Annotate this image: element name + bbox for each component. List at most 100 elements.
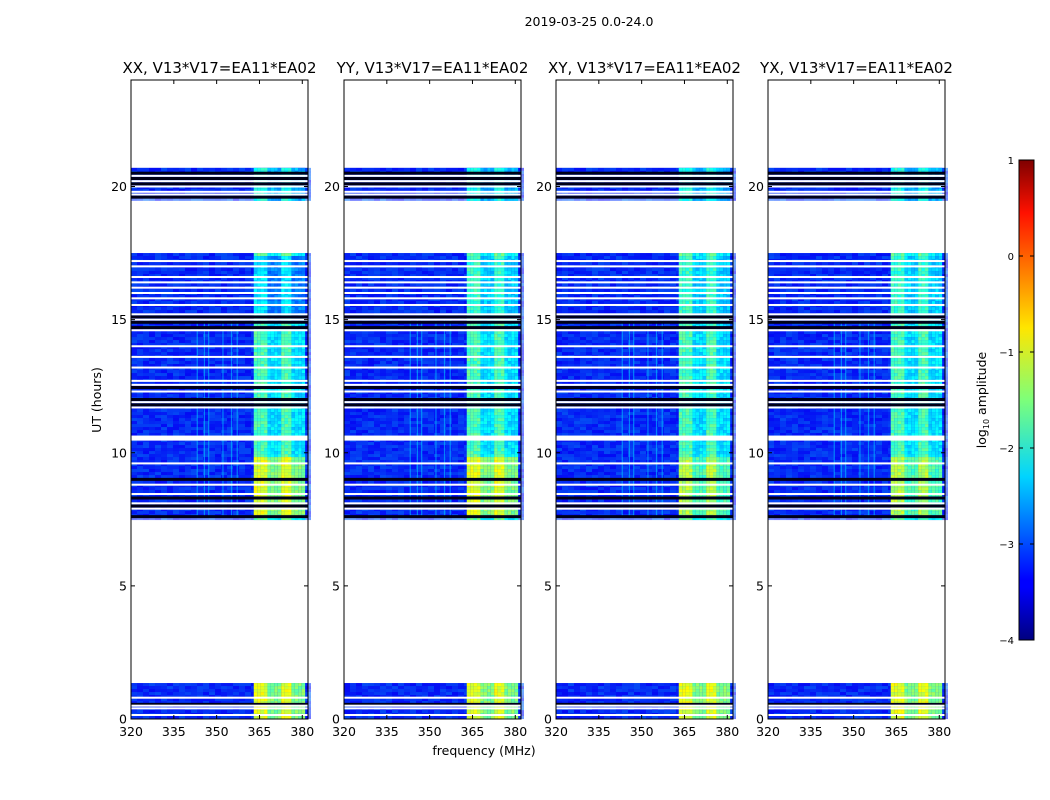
noise-cell [239, 268, 245, 271]
noise-cell [209, 268, 215, 271]
rfi-cell [302, 683, 305, 686]
rfi-cell [302, 689, 305, 692]
noise-cell [137, 337, 143, 340]
rfi-cell [281, 692, 284, 695]
rfi-cell [274, 683, 277, 686]
noise-cell [197, 349, 203, 352]
noise-cell [137, 686, 143, 689]
rfi-cell [281, 689, 284, 692]
noise-cell [209, 692, 215, 695]
noise-cell [209, 253, 215, 256]
noise-cell [203, 710, 209, 713]
noise-cell [227, 268, 233, 271]
noise-cell [173, 692, 179, 695]
figure-suptitle: 2019-03-25 0.0-24.0 [525, 14, 654, 29]
noise-cell [137, 376, 143, 379]
noise-cell [221, 262, 227, 265]
rfi-cell [271, 692, 274, 695]
noise-cell [233, 352, 239, 355]
noise-cell [221, 358, 227, 361]
noise-cell [233, 686, 239, 689]
noise-cell [167, 268, 173, 271]
rfi-cell [271, 686, 274, 689]
noise-cell [167, 692, 173, 695]
noise-cell [245, 253, 251, 256]
noise-cell [173, 253, 179, 256]
noise-cell [191, 283, 197, 286]
rfi-cell [298, 686, 301, 689]
noise-cell [131, 376, 137, 379]
noise-cell [215, 692, 221, 695]
noise-cell [167, 349, 173, 352]
noise-cell [149, 686, 155, 689]
noise-cell [131, 256, 137, 259]
noise-cell [197, 268, 203, 271]
rfi-cell [298, 710, 301, 713]
rfi-cell [264, 692, 267, 695]
noise-cell [215, 349, 221, 352]
noise-cell [137, 358, 143, 361]
noise-cell [185, 283, 191, 286]
noise-cell [233, 710, 239, 713]
noise-cell [191, 337, 197, 340]
noise-cell [185, 331, 191, 334]
noise-cell [209, 331, 215, 334]
noise-cell [203, 268, 209, 271]
noise-cell [191, 689, 197, 692]
noise-cell [167, 283, 173, 286]
rfi-cell [291, 683, 294, 686]
noise-cell [167, 340, 173, 343]
noise-cell [209, 310, 215, 313]
noise-cell [179, 337, 185, 340]
noise-cell [233, 337, 239, 340]
noise-cell [131, 310, 137, 313]
noise-cell [221, 686, 227, 689]
noise-cell [227, 689, 233, 692]
noise-cell [149, 692, 155, 695]
noise-cell [185, 310, 191, 313]
noise-cell [203, 683, 209, 686]
noise-cell [245, 307, 251, 310]
noise-cell [143, 337, 149, 340]
rfi-cell [278, 683, 281, 686]
noise-cell [155, 349, 161, 352]
noise-cell [239, 289, 245, 292]
rfi-cell [278, 710, 281, 713]
noise-cell [137, 289, 143, 292]
noise-cell [197, 289, 203, 292]
noise-cell [131, 692, 137, 695]
noise-cell [191, 373, 197, 376]
rfi-cell [271, 710, 274, 713]
rfi-cell [298, 692, 301, 695]
noise-cell [179, 373, 185, 376]
noise-cell [233, 271, 239, 274]
noise-cell [155, 358, 161, 361]
noise-cell [143, 710, 149, 713]
noise-cell [209, 686, 215, 689]
rfi-cell [281, 686, 284, 689]
noise-cell [239, 692, 245, 695]
noise-cell [149, 253, 155, 256]
noise-cell [167, 310, 173, 313]
noise-cell [215, 310, 221, 313]
noise-cell [161, 689, 167, 692]
noise-cell [227, 710, 233, 713]
noise-cell [161, 289, 167, 292]
noise-cell [221, 340, 227, 343]
noise-cell [131, 358, 137, 361]
noise-cell [143, 361, 149, 364]
noise-cell [161, 334, 167, 337]
rfi-cell [291, 692, 294, 695]
noise-cell [197, 689, 203, 692]
noise-cell [137, 683, 143, 686]
noise-cell [167, 337, 173, 340]
rfi-cell [254, 683, 257, 686]
noise-cell [155, 289, 161, 292]
noise-cell [185, 689, 191, 692]
noise-cell [227, 686, 233, 689]
noise-cell [221, 310, 227, 313]
noise-cell [233, 692, 239, 695]
noise-cell [143, 256, 149, 259]
noise-cell [161, 307, 167, 310]
noise-cell [179, 256, 185, 259]
